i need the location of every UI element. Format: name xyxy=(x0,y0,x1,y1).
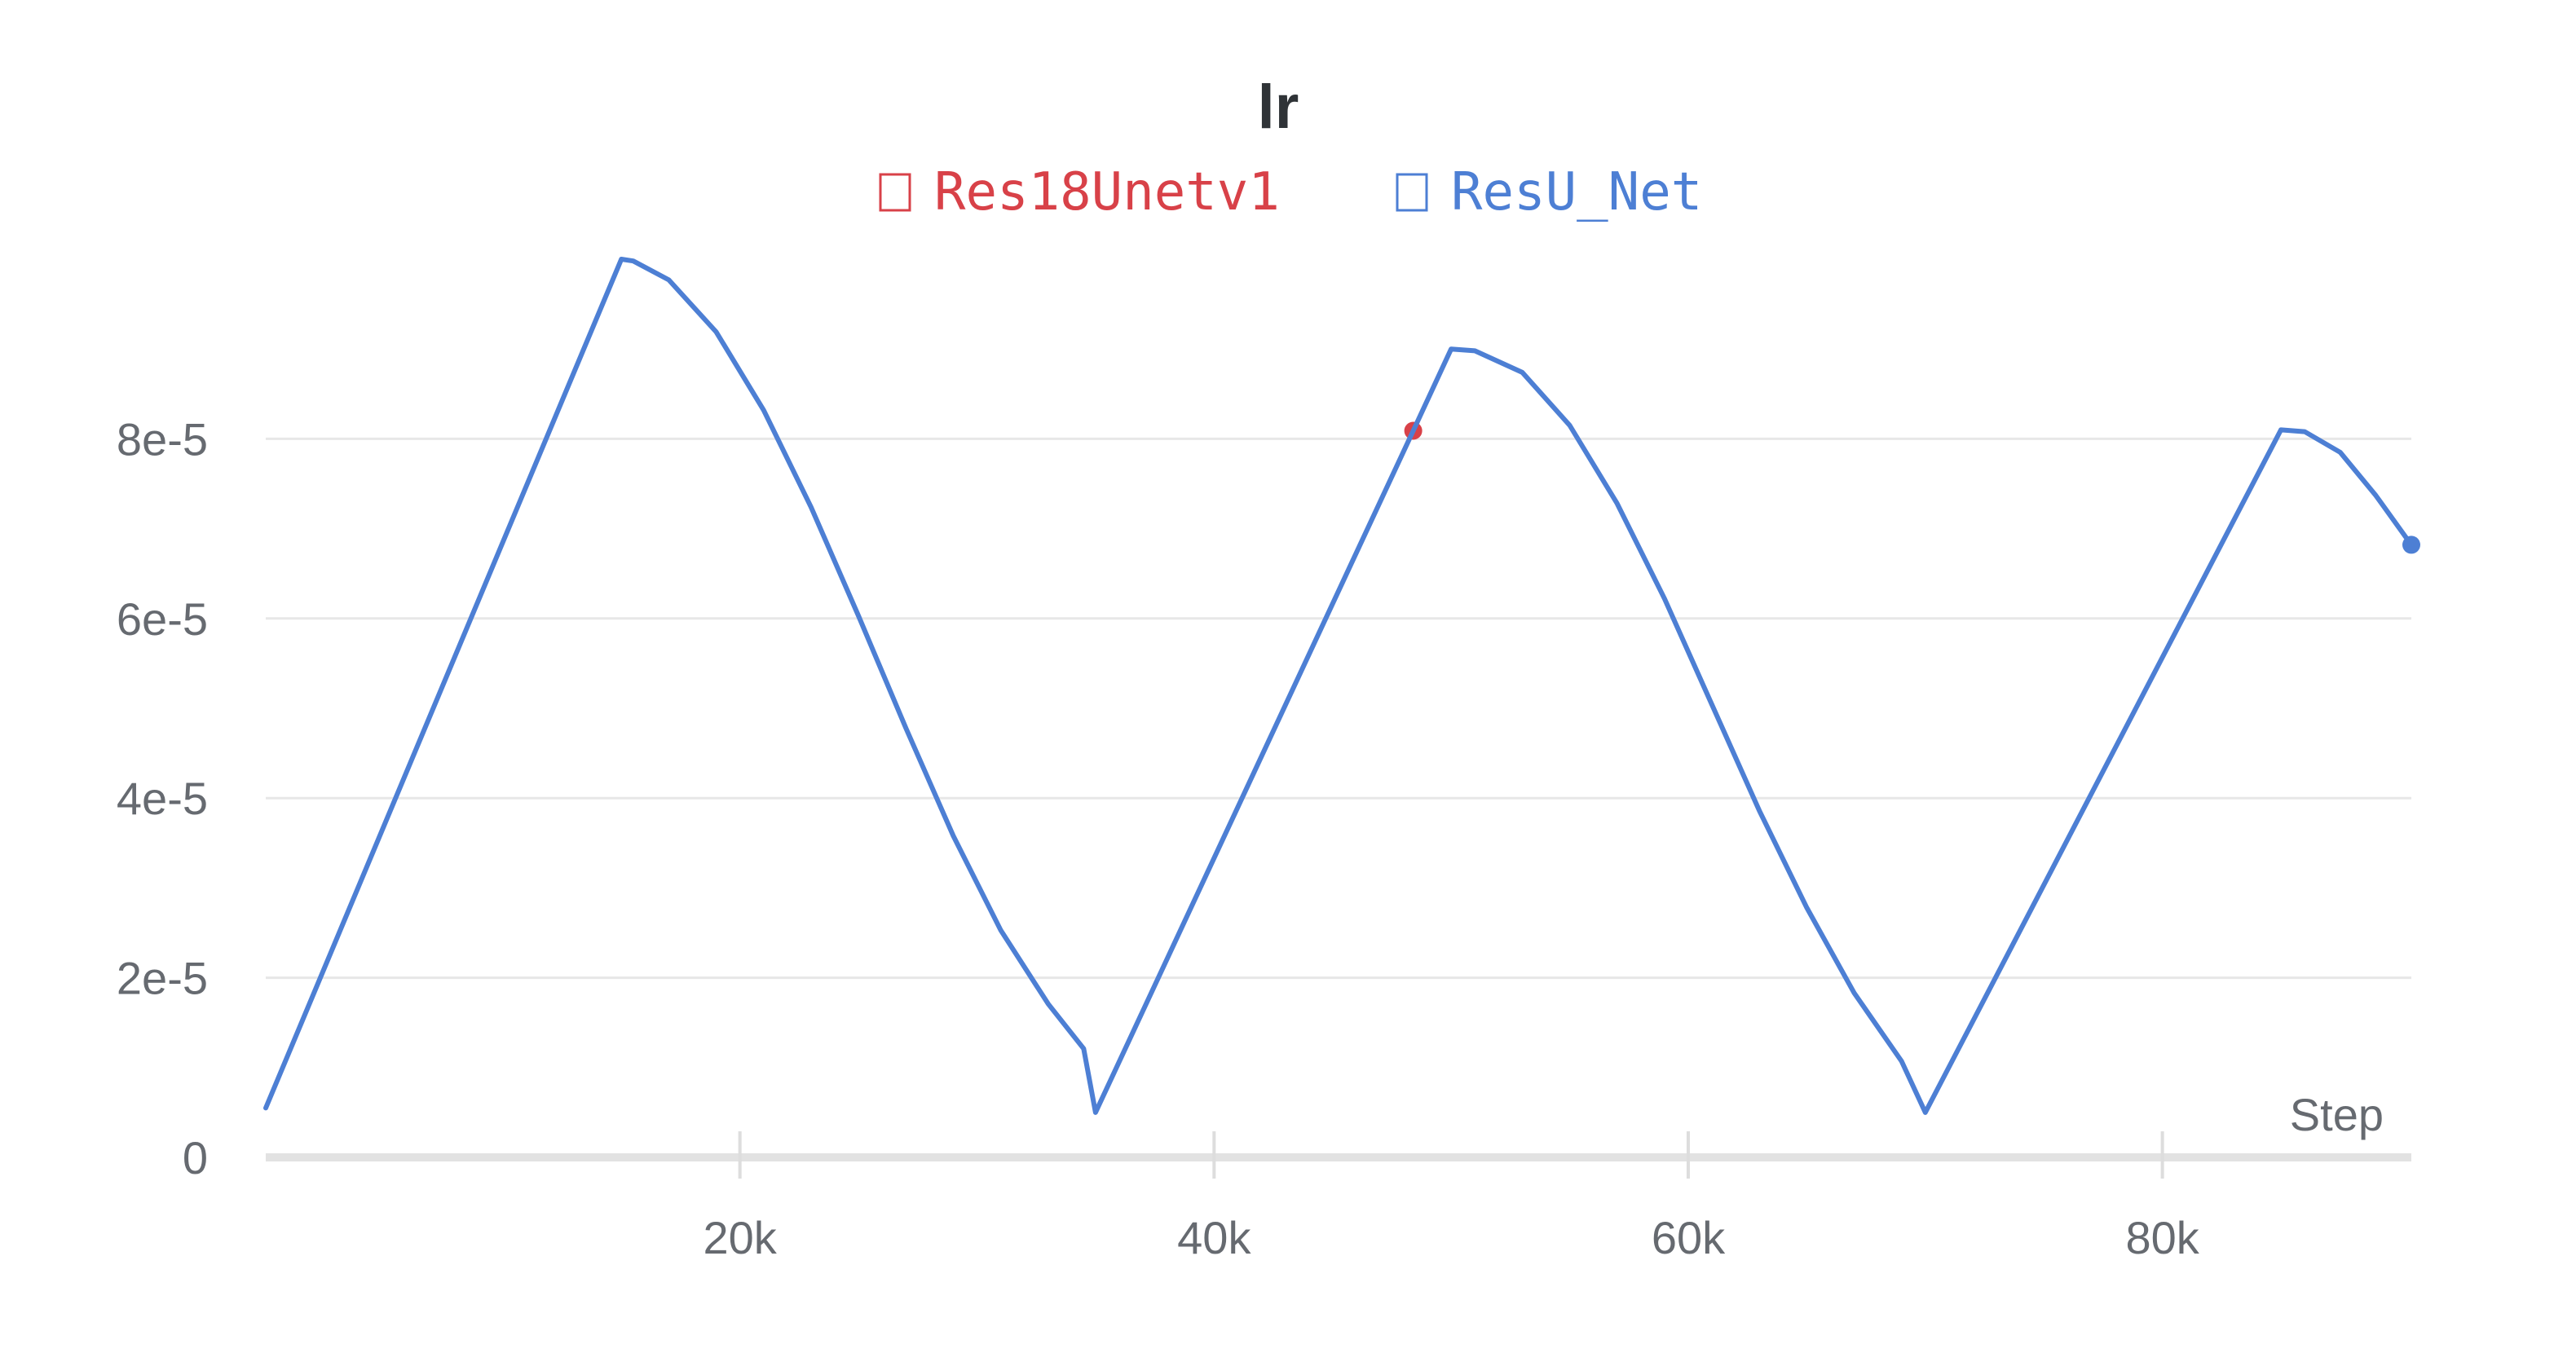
legend-label: ResU_Net xyxy=(1451,162,1702,223)
chart-title: lr xyxy=(1258,73,1299,142)
y-tick-label: 0 xyxy=(183,1132,208,1183)
y-tick-label: 8e-5 xyxy=(117,413,208,465)
x-tick-label: 80k xyxy=(2125,1212,2199,1263)
y-tick-label: 2e-5 xyxy=(117,953,208,1004)
x-ticks: 20k 40k 60k 80k xyxy=(704,1131,2200,1263)
legend-swatch xyxy=(879,173,911,212)
y-tick-label: 6e-5 xyxy=(117,593,208,645)
x-tick-label: 60k xyxy=(1652,1212,1726,1263)
series-resu-net xyxy=(263,257,2420,1115)
x-tick-label: 20k xyxy=(704,1212,778,1263)
series-line xyxy=(263,257,2414,1115)
data-point xyxy=(2402,535,2420,554)
legend-swatch xyxy=(1396,173,1428,212)
y-tick-label: 4e-5 xyxy=(117,773,208,824)
legend-item-res18unetv1: Res18Unetv1 xyxy=(879,162,1280,223)
x-axis-label: Step xyxy=(2290,1089,2384,1140)
grid-lines xyxy=(266,437,2411,980)
legend-label: Res18Unetv1 xyxy=(934,162,1280,223)
legend-item-resu-net: ResU_Net xyxy=(1396,162,1702,223)
y-ticks: 0 2e-5 4e-5 6e-5 8e-5 xyxy=(117,413,208,1183)
legend: Res18Unetv1 ResU_Net xyxy=(879,162,1702,223)
x-tick-label: 40k xyxy=(1177,1212,1251,1263)
series-layer xyxy=(263,257,2420,1115)
